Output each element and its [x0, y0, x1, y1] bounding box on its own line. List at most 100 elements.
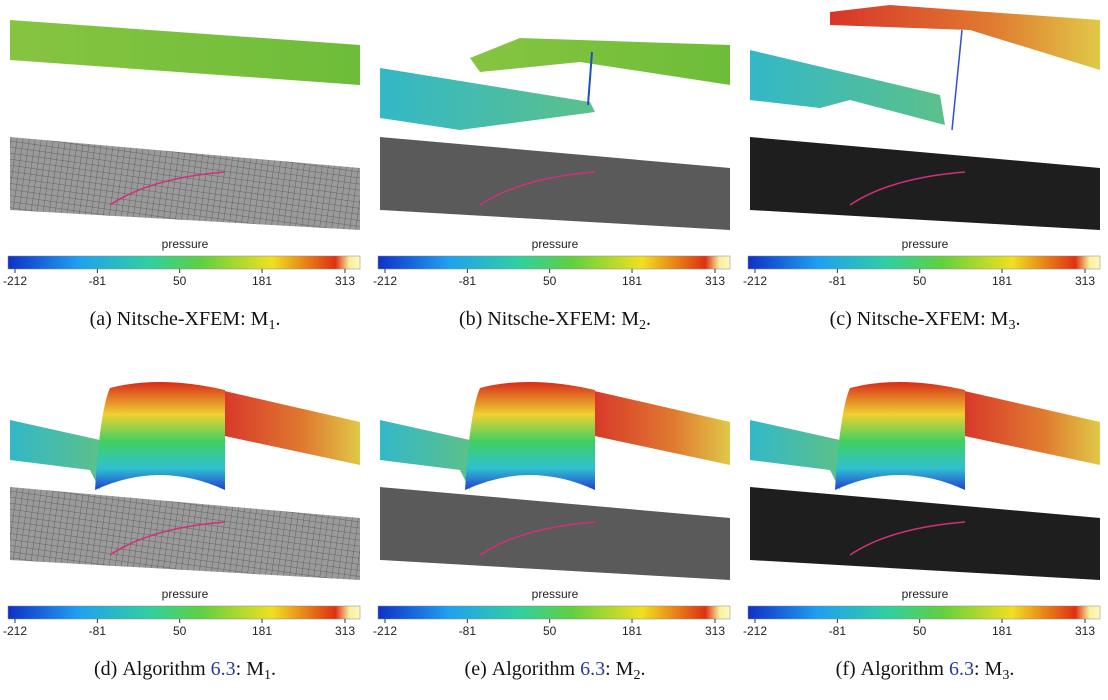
interface	[109, 521, 226, 556]
colorbar	[377, 255, 731, 270]
colorbar-tick-label: 50	[543, 624, 557, 638]
colorbar-title: pressure	[162, 587, 209, 601]
colorbar-tick-label: 181	[622, 624, 642, 638]
caption-text: Nitsche-XFEM: M	[857, 308, 1009, 330]
colorbar-tick-label: 181	[992, 274, 1012, 288]
interface	[849, 171, 966, 206]
panel: pressure -212 -81 50 181 313 (a) Nitsche-XFEM: …	[3, 20, 361, 333]
caption-label: (f)	[836, 658, 856, 680]
wall	[95, 381, 225, 490]
surface	[750, 50, 945, 125]
caption-text: Nitsche-XFEM: M	[487, 308, 639, 330]
caption: (a) Nitsche-XFEM: M1.	[90, 308, 281, 333]
caption: (d) Algorithm 6.3: M1.	[94, 658, 276, 683]
colorbar-tick-label: 50	[173, 624, 187, 638]
colorbar-tick-label: 181	[252, 274, 272, 288]
surface	[590, 390, 730, 465]
caption-sub: 2	[639, 318, 646, 333]
caption-sub: 1	[264, 668, 271, 683]
colorbar-tick-label: -212	[373, 274, 397, 288]
panel: pressure -212 -81 50 181 313 (b) Nitsche-XFEM: …	[373, 38, 731, 333]
caption-end: .	[271, 658, 276, 680]
colorbar-tick-label: 50	[913, 624, 927, 638]
caption-ref: 6.3	[211, 658, 236, 680]
surface	[960, 390, 1100, 465]
caption: (b) Nitsche-XFEM: M2.	[459, 308, 651, 333]
caption-after: : M	[236, 658, 265, 680]
caption-after: : M	[974, 658, 1003, 680]
panel: pressure -212 -81 50 181 313 (c) Nitsche-XFEM: …	[743, 5, 1101, 333]
colorbar	[7, 605, 361, 620]
colorbar-tick-label: -81	[89, 624, 107, 638]
colorbar-title: pressure	[532, 237, 579, 251]
colorbar-tick-label: -81	[829, 624, 847, 638]
colorbar-tick-label: 50	[543, 274, 557, 288]
colorbar-tick-label: 50	[173, 274, 187, 288]
colorbar-tick-label: -81	[459, 624, 477, 638]
colorbar-tick-label: -212	[3, 274, 27, 288]
colorbar-tick-label: 181	[992, 624, 1012, 638]
panel: pressure -212 -81 50 181 313 (e) Algorithm 6.3: …	[373, 381, 731, 683]
mesh	[10, 487, 360, 580]
colorbar-tick-label: -81	[829, 274, 847, 288]
colorbar-title: pressure	[162, 237, 209, 251]
interface	[479, 521, 596, 556]
colorbar-tick-label: 313	[335, 624, 355, 638]
caption-sub: 3	[1008, 318, 1015, 333]
caption-text: Algorithm	[861, 658, 945, 680]
caption-sub: 3	[1002, 668, 1009, 683]
surface	[220, 390, 360, 465]
caption: (f) Algorithm 6.3: M3.	[836, 658, 1015, 683]
colorbar-title: pressure	[902, 237, 949, 251]
caption-ref: 6.3	[580, 658, 605, 680]
caption-text: Algorithm	[122, 658, 206, 680]
surface	[380, 420, 470, 490]
caption-label: (e)	[465, 658, 487, 680]
colorbar-tick-label: 313	[705, 274, 725, 288]
mesh	[380, 487, 730, 580]
surface	[830, 5, 1100, 70]
caption-end: .	[646, 308, 651, 330]
caption-sub: 2	[633, 668, 640, 683]
interface	[109, 171, 226, 206]
caption-end: .	[275, 308, 280, 330]
wall	[835, 381, 965, 490]
mesh	[750, 137, 1100, 230]
caption-label: (a)	[90, 308, 112, 330]
colorbar-tick-label: 313	[1075, 274, 1095, 288]
colorbar-title: pressure	[532, 587, 579, 601]
colorbar	[377, 605, 731, 620]
mesh	[750, 487, 1100, 580]
interface	[479, 171, 596, 206]
caption-after: : M	[605, 658, 634, 680]
colorbar-title: pressure	[902, 587, 949, 601]
caption-text: Algorithm	[492, 658, 576, 680]
jump	[951, 29, 963, 131]
wall	[465, 381, 595, 490]
colorbar-tick-label: 313	[1075, 624, 1095, 638]
colorbar-tick-label: 181	[252, 624, 272, 638]
caption-end: .	[640, 658, 645, 680]
colorbar	[747, 255, 1101, 270]
surface	[470, 38, 730, 85]
surface	[380, 68, 595, 130]
colorbar-tick-label: -81	[459, 274, 477, 288]
caption-end: .	[1015, 308, 1020, 330]
caption: (e) Algorithm 6.3: M2.	[465, 658, 646, 683]
colorbar-tick-label: 313	[705, 624, 725, 638]
mesh	[380, 137, 730, 230]
surface	[10, 420, 100, 490]
surface	[750, 420, 840, 490]
caption: (c) Nitsche-XFEM: M3.	[830, 308, 1021, 333]
caption-text: Nitsche-XFEM: M	[117, 308, 269, 330]
colorbar-tick-label: 50	[913, 274, 927, 288]
caption-ref: 6.3	[949, 658, 974, 680]
panel: pressure -212 -81 50 181 313 (d) Algorithm 6.3: …	[3, 381, 361, 683]
jump	[587, 51, 593, 106]
colorbar	[7, 255, 361, 270]
colorbar-tick-label: 313	[335, 274, 355, 288]
surface	[10, 20, 360, 85]
caption-end: .	[1009, 658, 1014, 680]
panel: pressure -212 -81 50 181 313 (f) Algorithm 6.3: …	[743, 381, 1101, 683]
